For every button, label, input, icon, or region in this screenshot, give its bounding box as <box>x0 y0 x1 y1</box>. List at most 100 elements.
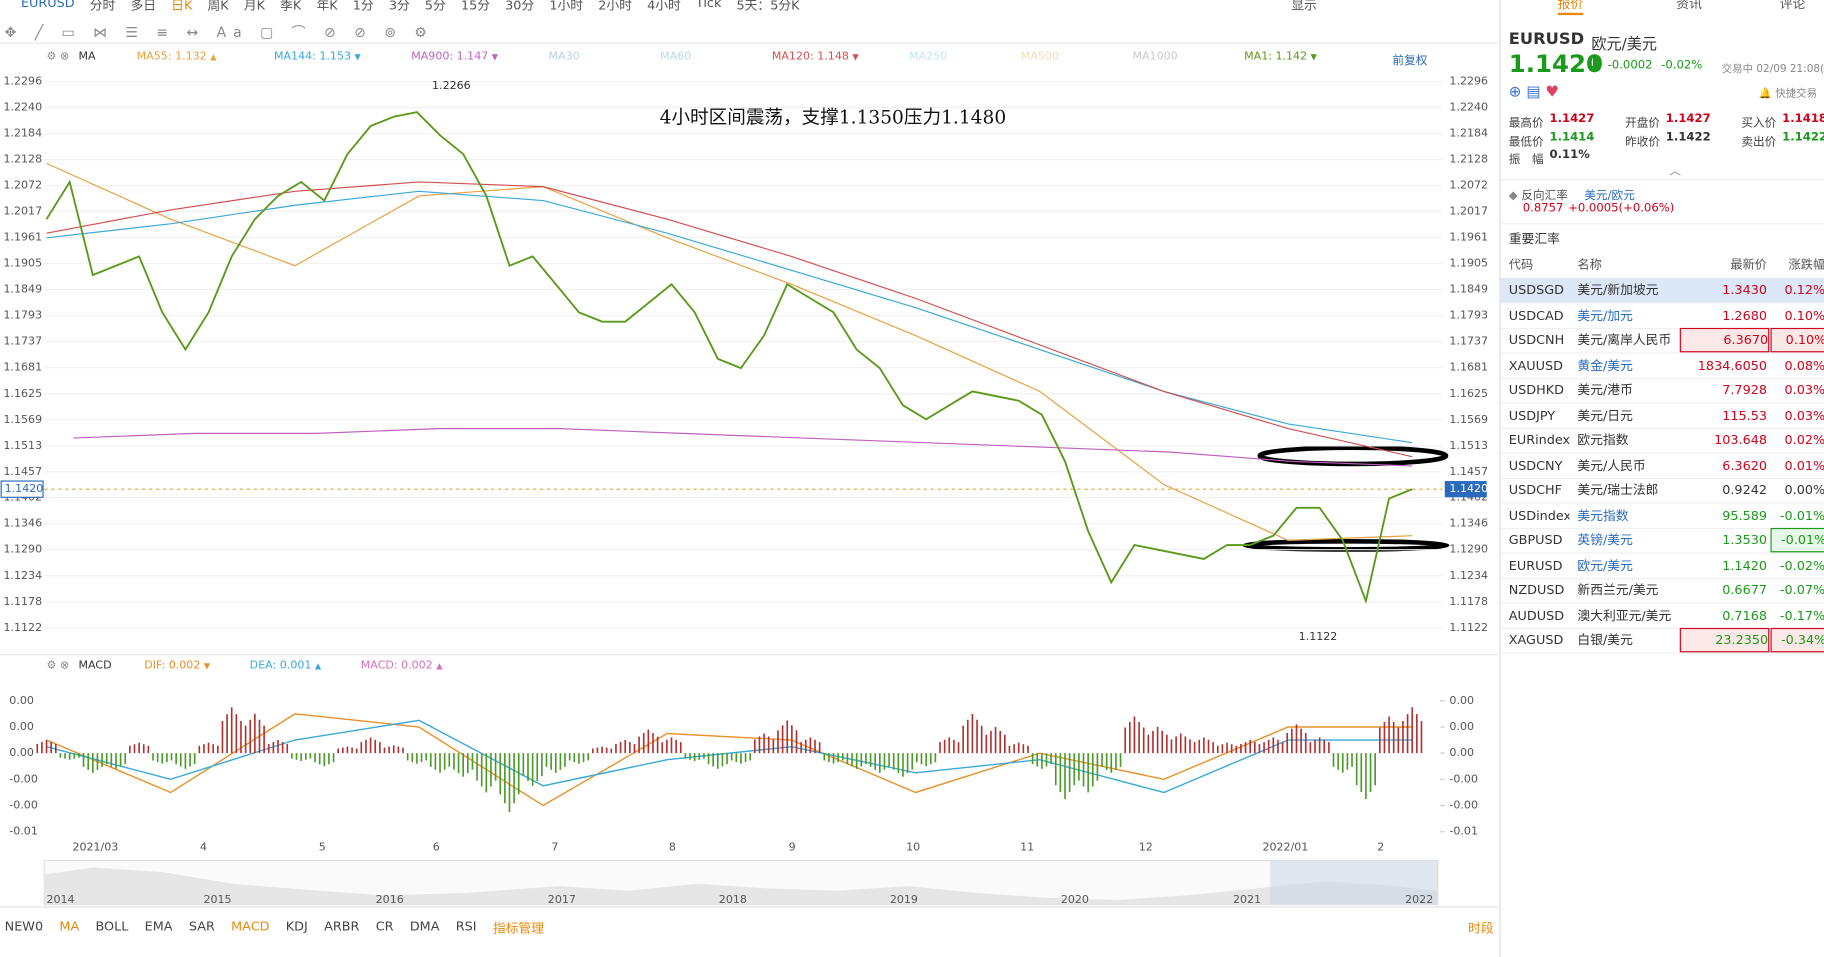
legend-label[interactable]: MA144: 1.153 <box>273 50 352 63</box>
reverse-pair[interactable]: 美元/欧元 <box>1584 189 1635 203</box>
indicator-tab[interactable]: SAR <box>188 918 215 934</box>
period-button[interactable]: 4小时 <box>647 0 681 13</box>
legend-label[interactable]: MA1000 <box>1132 50 1178 63</box>
period-button[interactable]: Tick <box>695 0 722 11</box>
ma-legend: ⚙ ⊗ MA MA55: 1.132 ▲ MA144: 1.153 ▼ MA900: 1.1… <box>47 50 1382 63</box>
indicator-tab[interactable]: NEW0 <box>4 918 44 934</box>
x-tick-label: 2022/01 <box>1262 841 1308 854</box>
period-button[interactable]: 1分 <box>352 0 374 13</box>
legend-item[interactable]: MA500 <box>1021 50 1133 63</box>
table-row[interactable]: USDJPY 美元/日元 115.53 0.03% <box>1500 403 1824 429</box>
navigator-window[interactable] <box>1270 860 1438 905</box>
legend-item[interactable]: DEA: 0.001 ▲ <box>250 659 322 672</box>
legend-item[interactable]: MACD: 0.002 ▲ <box>361 659 443 672</box>
y-tick-label: 1.1122 <box>3 621 42 634</box>
legend-label[interactable]: MA30 <box>548 50 580 63</box>
table-row[interactable]: USDCNH 美元/离岸人民币 6.3670 0.10% <box>1500 327 1824 354</box>
period-button[interactable]: 15分 <box>460 0 491 13</box>
table-row[interactable]: NZDUSD 新西兰元/美元 0.6677 -0.07% <box>1500 578 1824 604</box>
panel-tab[interactable]: 报价 <box>1557 0 1584 16</box>
legend-label[interactable]: MA1: 1.142 <box>1244 50 1308 63</box>
table-row[interactable]: XAGUSD 白银/美元 23.2350 -0.34% <box>1500 627 1824 654</box>
quick-trade[interactable]: 🔔 快捷交易 <box>1758 88 1818 101</box>
table-row[interactable]: USDSGD 美元/新加坡元 1.3430 0.12% <box>1500 277 1824 304</box>
quick-trade-label[interactable]: 快捷交易 <box>1775 88 1818 101</box>
y-tick-label-right: 0.00 <box>1449 746 1474 759</box>
period-button[interactable]: 日K <box>171 0 193 13</box>
period-button[interactable]: 1小时 <box>549 0 584 13</box>
indicator-name[interactable]: MACD <box>78 659 112 673</box>
table-row[interactable]: AUDUSD 澳大利亚元/美元 0.7168 -0.17% <box>1500 603 1824 629</box>
legend-item[interactable]: MA120: 1.148 ▼ <box>772 50 909 63</box>
y-tick-label-right: 0.00 <box>1449 720 1474 733</box>
period-button[interactable]: 月K <box>243 0 266 13</box>
table-row[interactable]: USDCHF 美元/瑞士法郎 0.9242 0.00% <box>1500 478 1824 504</box>
cell: USDCNH <box>1508 332 1565 348</box>
legend-item[interactable]: MA55: 1.132 ▲ <box>137 50 274 63</box>
period-button[interactable]: 周K <box>207 0 229 13</box>
legend-label[interactable]: MA55: 1.132 <box>136 50 207 63</box>
table-row[interactable]: GBPUSD 英镑/美元 1.3530 -0.01% <box>1500 527 1824 554</box>
cell: 美元/日元 <box>1577 407 1633 423</box>
legend-label[interactable]: DIF: 0.002 <box>144 659 201 673</box>
table-row[interactable]: USDCAD 美元/加元 1.2680 0.10% <box>1500 303 1824 329</box>
legend-item[interactable]: MA144: 1.153 ▼ <box>274 50 411 63</box>
period-button[interactable]: 30分 <box>505 0 535 13</box>
indicator-tab[interactable]: KDJ <box>285 918 308 934</box>
legend-label[interactable]: DEA: 0.001 <box>249 659 312 673</box>
table-row[interactable]: XAUUSD 黄金/美元 1834.6050 0.08% <box>1500 353 1824 379</box>
legend-label[interactable]: MA60 <box>660 50 692 63</box>
indicator-tab[interactable]: BOLL <box>95 918 129 934</box>
y-tick-label: 1.1681 <box>3 361 42 374</box>
legend-item[interactable]: MA1: 1.142 ▼ <box>1244 50 1381 63</box>
panel-tab[interactable]: 评论 <box>1779 0 1806 12</box>
legend-arrow: ▼ <box>852 52 859 62</box>
indicator-tab[interactable]: RSI <box>455 918 477 934</box>
table-row[interactable]: USDCNY 美元/人民币 6.3620 0.01% <box>1500 453 1824 479</box>
legend-label[interactable]: MA500 <box>1020 50 1059 63</box>
legend-item[interactable]: DIF: 0.002 ▼ <box>144 659 210 672</box>
period-button[interactable]: 多日 <box>130 0 157 13</box>
y-tick-label: 0.00 <box>9 720 34 733</box>
symbol[interactable]: EURUSD <box>20 0 75 11</box>
indicator-name[interactable]: MA <box>78 50 96 63</box>
period-button[interactable]: 5分 <box>424 0 446 13</box>
indicator-tab[interactable]: ARBR <box>324 918 360 934</box>
legend-label[interactable]: MA120: 1.148 <box>771 50 849 63</box>
cell: 美元/港币 <box>1577 382 1633 398</box>
period-button[interactable]: 分时 <box>89 0 116 13</box>
table-row[interactable]: USDindex 美元指数 95.589 -0.01% <box>1500 503 1824 529</box>
period-button[interactable]: 5天：5分K <box>736 0 800 13</box>
collapse[interactable]: ︿ <box>1669 165 1681 178</box>
indicator-tab[interactable]: DMA <box>409 918 440 934</box>
legend-item[interactable]: MA30 <box>548 50 660 63</box>
period-button[interactable]: 季K <box>280 0 302 13</box>
period-button[interactable]: 年K <box>316 0 338 13</box>
indicator-tab[interactable]: CR <box>375 918 394 934</box>
table-row[interactable]: EURUSD 欧元/美元 1.1420 -0.02% <box>1500 553 1824 579</box>
table-row[interactable]: USDHKD 美元/港币 7.7928 0.03% <box>1500 378 1824 404</box>
legend-label[interactable]: MA900: 1.147 <box>411 50 489 63</box>
legend-item[interactable]: MA250 <box>909 50 1021 63</box>
legend-label[interactable]: MA250 <box>909 50 948 63</box>
icons[interactable]: ⊕ ▤ ♥ <box>1508 83 1559 102</box>
y-tick-label: 1.2184 <box>3 127 42 140</box>
y-tick-label: 1.1849 <box>3 282 42 295</box>
indicator-tab[interactable]: MACD <box>231 918 270 934</box>
legend-item[interactable]: MA60 <box>660 50 772 63</box>
cell: 美元/离岸人民币 <box>1577 332 1672 348</box>
display-button[interactable]: 显示 <box>1291 0 1317 13</box>
panel-tab[interactable]: 资讯 <box>1676 0 1702 12</box>
indicator-tab[interactable]: MA <box>59 918 80 934</box>
legend-item[interactable]: MA900: 1.147 ▼ <box>411 50 548 63</box>
indicator-tab[interactable]: EMA <box>144 918 173 934</box>
y-tick-label-right: -0.01 <box>1449 825 1478 838</box>
period-button[interactable]: 3分 <box>388 0 410 13</box>
adjust-button[interactable]: 前复权 <box>1392 54 1428 68</box>
legend-item[interactable]: MA1000 <box>1132 50 1244 63</box>
table-row[interactable]: EURindex 欧元指数 103.648 0.02% <box>1500 428 1824 454</box>
legend-label[interactable]: MACD: 0.002 <box>360 659 433 673</box>
indicator-tab[interactable]: 指标管理 <box>492 920 545 937</box>
period-button[interactable]: 2小时 <box>598 0 632 13</box>
session-button[interactable]: 时段 <box>1468 920 1494 937</box>
